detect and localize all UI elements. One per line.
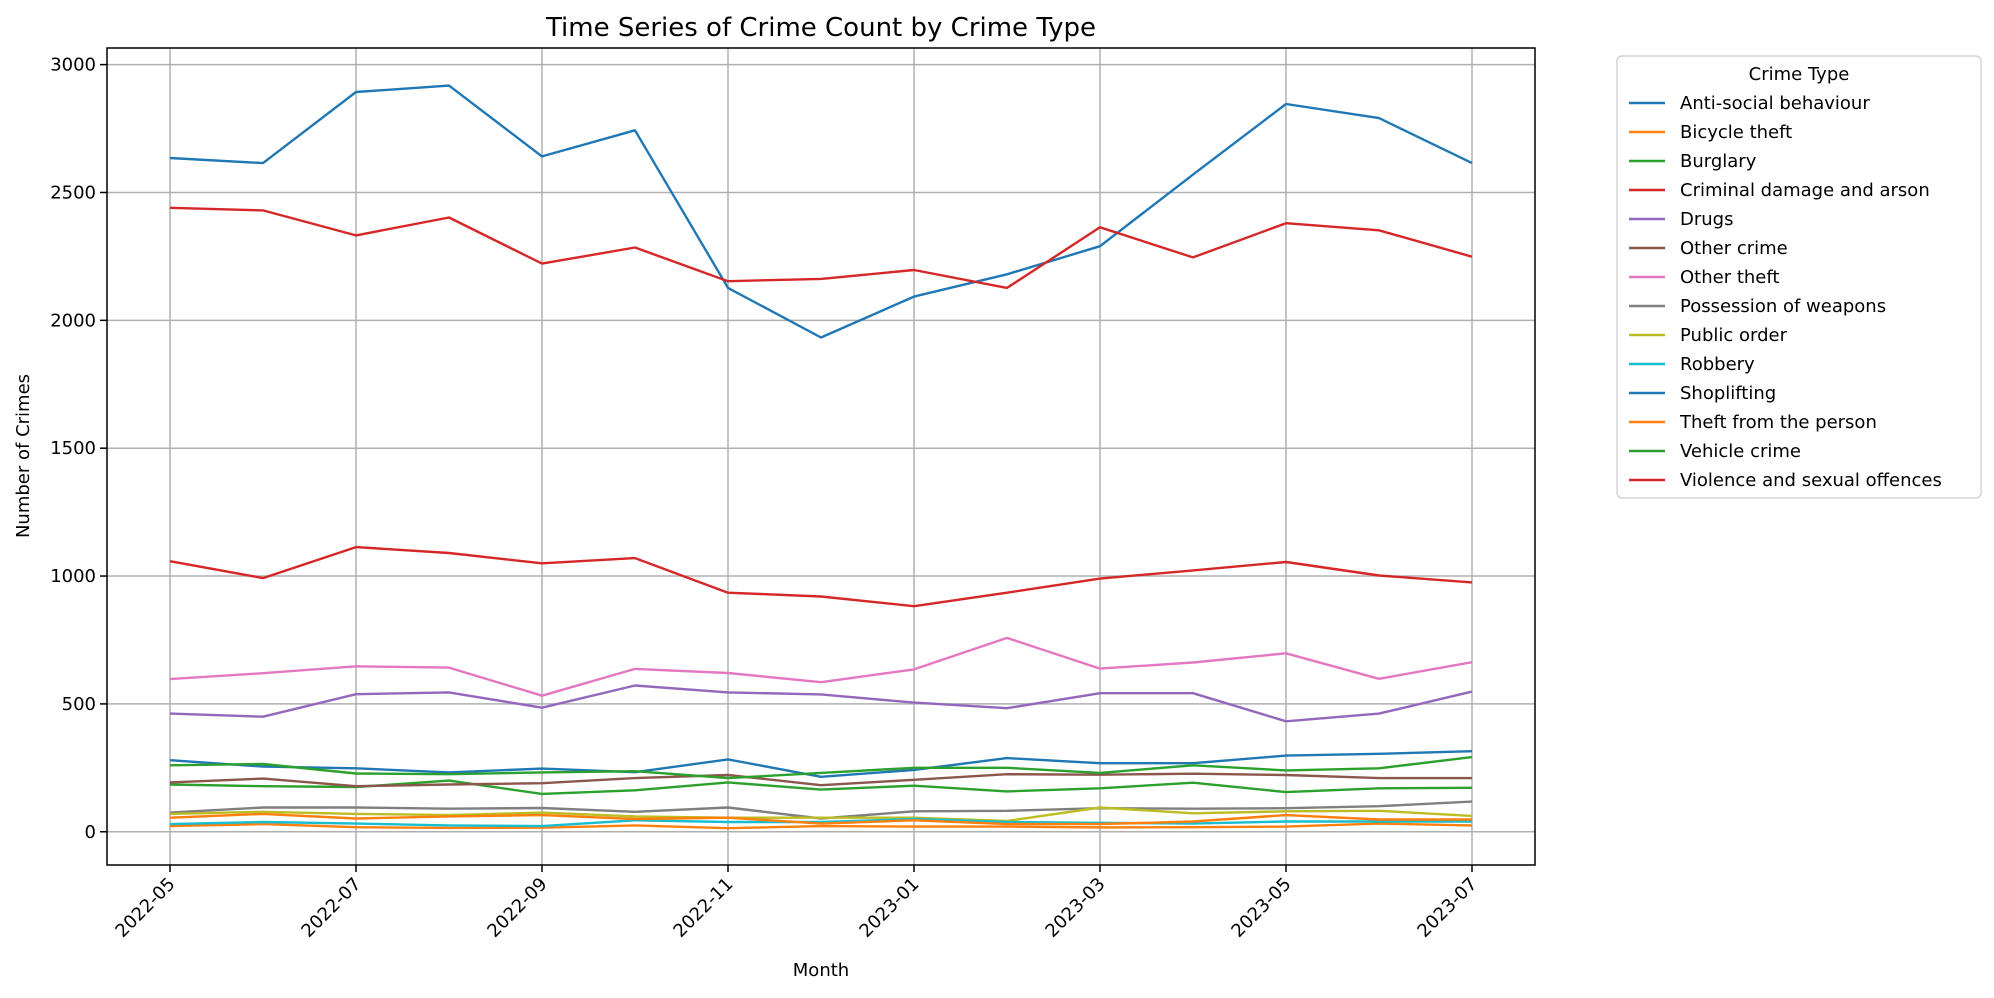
legend-label: Possession of weapons bbox=[1680, 296, 1886, 317]
y-tick-label: 1000 bbox=[50, 566, 96, 587]
series-line-other-theft bbox=[169, 636, 1473, 697]
series-line-public-order bbox=[169, 806, 1473, 823]
y-tick-label: 2000 bbox=[50, 310, 96, 331]
legend-item: Other crime bbox=[1629, 238, 1788, 259]
legend-item: Bicycle theft bbox=[1629, 122, 1792, 143]
series-line-drugs bbox=[169, 684, 1473, 723]
legend-label: Theft from the person bbox=[1679, 412, 1877, 433]
grid-lines bbox=[107, 48, 1535, 865]
y-axis-label: Number of Crimes bbox=[13, 374, 34, 538]
legend-label: Criminal damage and arson bbox=[1680, 180, 1930, 201]
series-line-other-crime bbox=[169, 772, 1472, 788]
chart-title: Time Series of Crime Count by Crime Type bbox=[545, 13, 1096, 43]
legend-item: Anti-social behaviour bbox=[1629, 93, 1870, 114]
x-tick-label: 2023-03 bbox=[1041, 874, 1109, 942]
legend-frame bbox=[1616, 55, 1982, 499]
legend-label: Other theft bbox=[1680, 267, 1779, 288]
legend-item: Violence and sexual offences bbox=[1629, 470, 1942, 491]
legend-item: Possession of weapons bbox=[1629, 296, 1886, 317]
legend-item: Shoplifting bbox=[1629, 383, 1776, 404]
x-tick-label: 2022-11 bbox=[669, 874, 737, 942]
legend-item: Public order bbox=[1629, 325, 1788, 346]
legend-label: Burglary bbox=[1680, 151, 1757, 172]
series-lines bbox=[169, 84, 1473, 830]
legend-label: Drugs bbox=[1680, 209, 1733, 230]
x-tick-label: 2023-01 bbox=[855, 874, 923, 942]
series-line-burglary bbox=[169, 779, 1473, 796]
plot-area-frame bbox=[106, 47, 1536, 866]
legend-label: Anti-social behaviour bbox=[1680, 93, 1870, 114]
series-line-robbery bbox=[169, 817, 1472, 828]
x-tick-label: 2022-07 bbox=[297, 874, 365, 942]
y-axis-ticks: 0 500 1000 1500 2000 2500 3000 bbox=[50, 55, 107, 843]
x-tick-label: 2022-05 bbox=[111, 874, 179, 942]
legend-item: Vehicle crime bbox=[1629, 441, 1801, 462]
series-line-shoplifting bbox=[169, 750, 1473, 778]
y-tick-label: 0 bbox=[85, 822, 96, 843]
legend-label: Violence and sexual offences bbox=[1680, 470, 1942, 491]
x-tick-label: 2023-07 bbox=[1413, 874, 1481, 942]
legend-label: Public order bbox=[1680, 325, 1788, 346]
series-line-vehicle-crime bbox=[169, 755, 1473, 780]
legend-label: Vehicle crime bbox=[1680, 441, 1801, 462]
legend-item: Robbery bbox=[1629, 354, 1755, 375]
y-tick-label: 500 bbox=[62, 694, 96, 715]
y-tick-label: 3000 bbox=[50, 55, 96, 76]
legend-label: Bicycle theft bbox=[1680, 122, 1792, 143]
legend-item: Theft from the person bbox=[1629, 412, 1877, 433]
legend: Crime Type Anti-social behaviour Bicycle … bbox=[1616, 55, 1982, 499]
series-line-violence-and-sexual-offences bbox=[169, 206, 1473, 290]
x-tick-label: 2023-05 bbox=[1227, 874, 1295, 942]
legend-item: Other theft bbox=[1629, 267, 1779, 288]
series-line-theft-from-the-person bbox=[169, 812, 1472, 826]
legend-label: Shoplifting bbox=[1680, 383, 1776, 404]
x-axis-ticks: 2022-05 2022-07 2022-09 2022-11 2023-01 2023-… bbox=[111, 865, 1482, 942]
legend-item: Criminal damage and arson bbox=[1629, 180, 1930, 201]
legend-label: Other crime bbox=[1680, 238, 1788, 259]
x-tick-label: 2022-09 bbox=[483, 874, 551, 942]
y-tick-label: 1500 bbox=[50, 438, 96, 459]
legend-title: Crime Type bbox=[1749, 64, 1850, 85]
legend-items: Anti-social behaviour Bicycle theft Burgla… bbox=[1629, 93, 1942, 491]
legend-label: Robbery bbox=[1680, 354, 1755, 375]
legend-item: Drugs bbox=[1629, 209, 1733, 230]
legend-item: Burglary bbox=[1629, 151, 1757, 172]
x-axis-label: Month bbox=[793, 960, 849, 981]
y-tick-label: 2500 bbox=[50, 182, 96, 203]
series-line-bicycle-theft bbox=[169, 822, 1473, 830]
series-line-anti-social-behaviour bbox=[169, 84, 1473, 339]
series-line-criminal-damage-and-arson bbox=[169, 545, 1473, 608]
